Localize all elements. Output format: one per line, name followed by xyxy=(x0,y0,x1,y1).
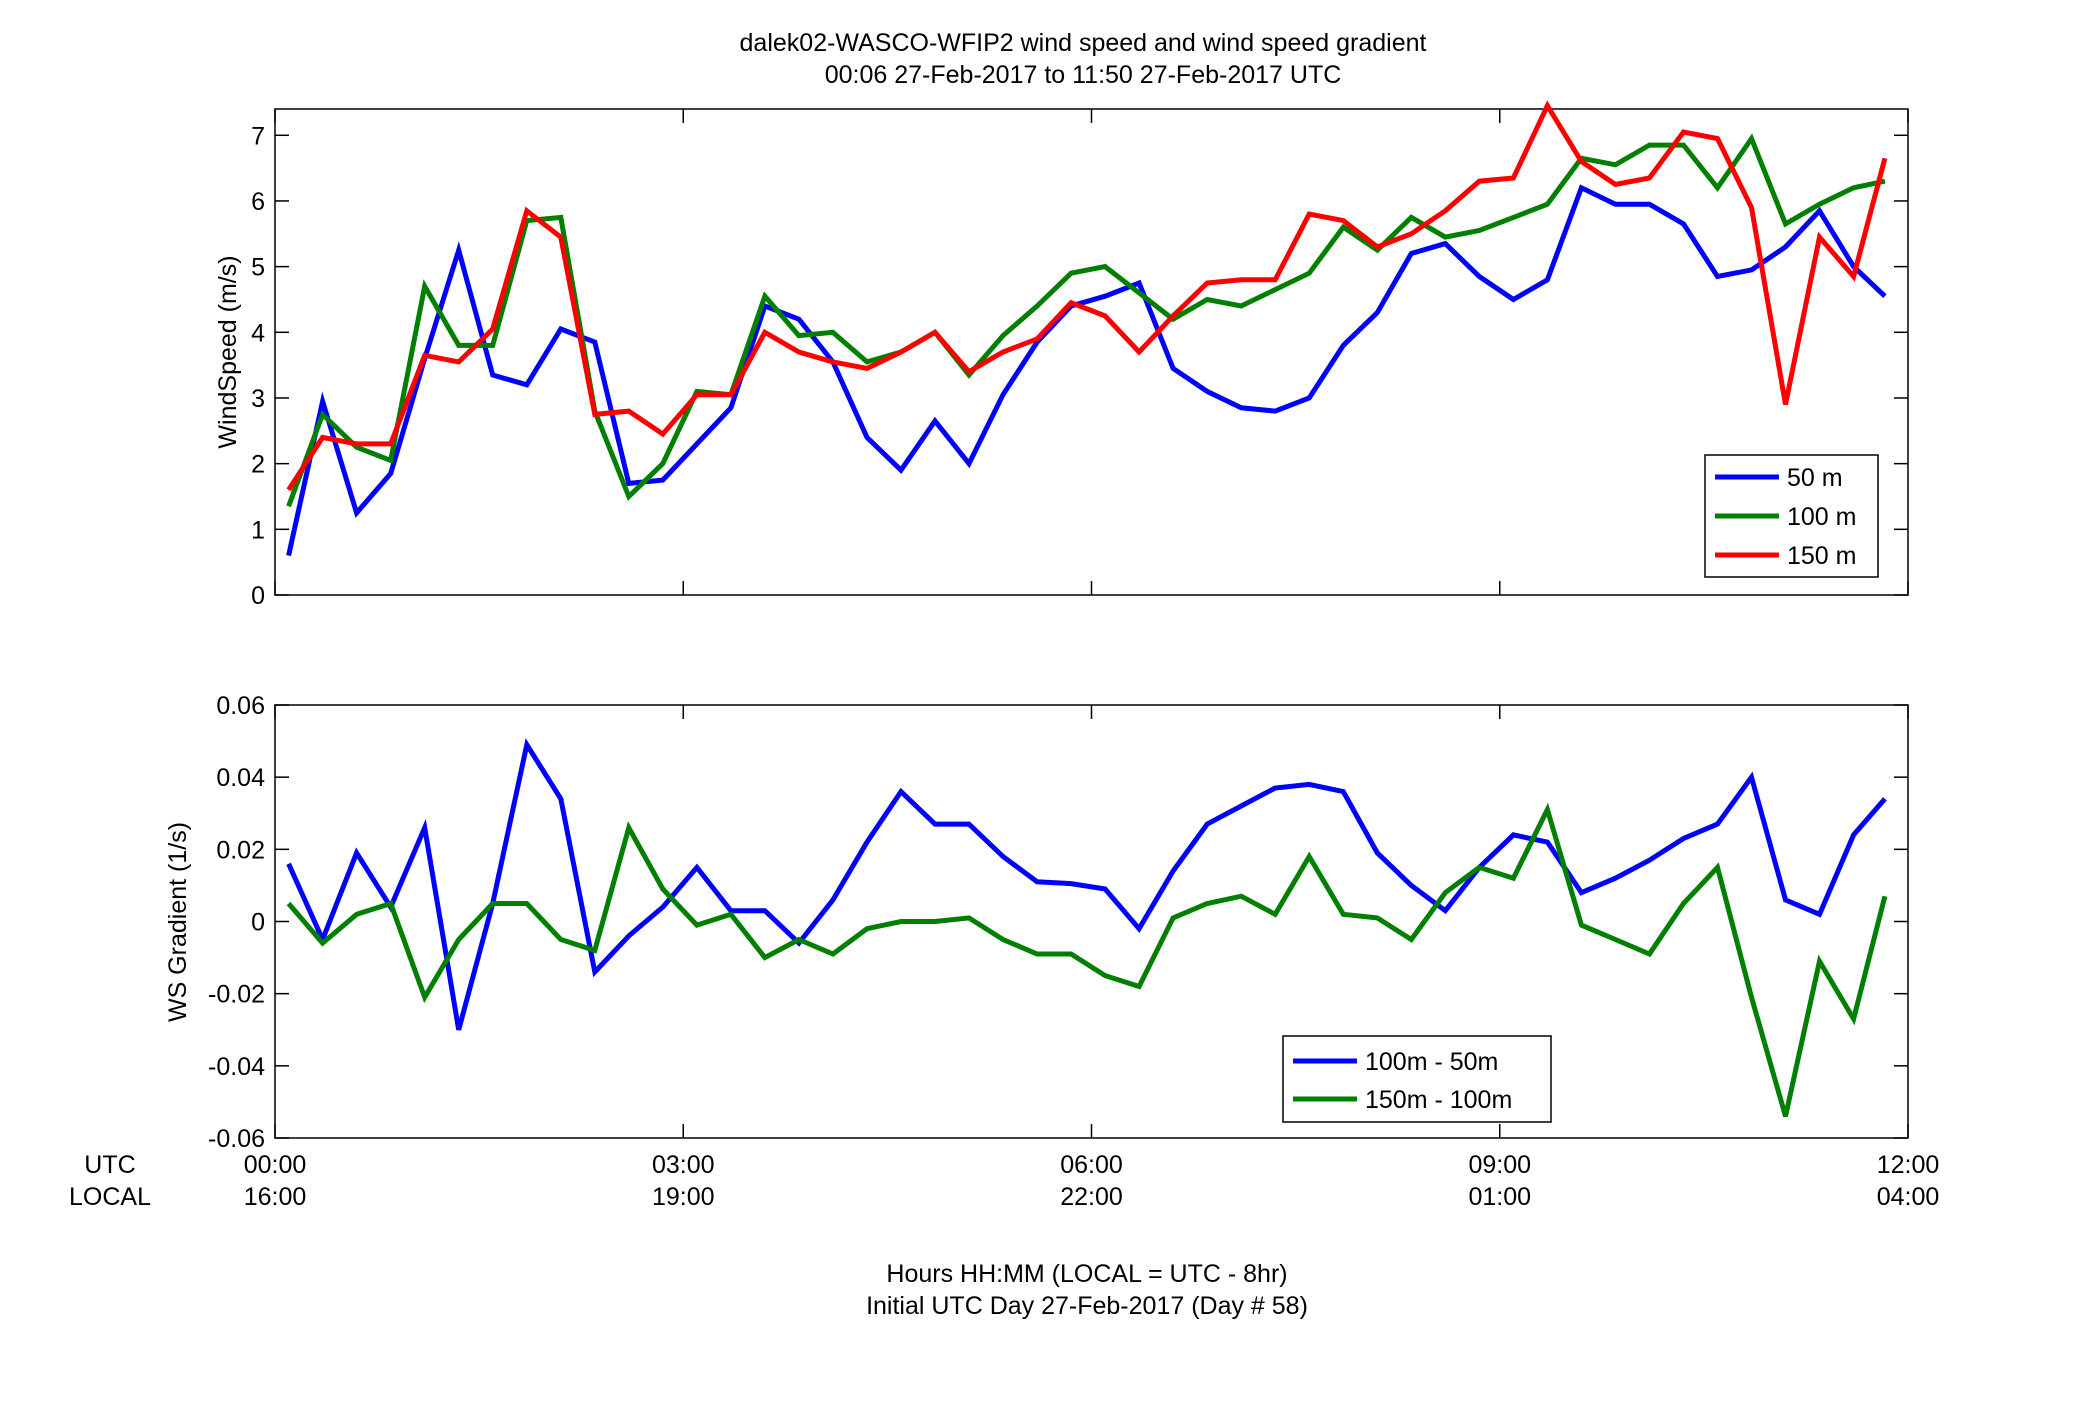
ws-gradient-legend: 100m - 50m 150m - 100m xyxy=(1282,1035,1552,1123)
ws-ytick-label: 3 xyxy=(251,385,265,413)
x-tick-label-local: 19:00 xyxy=(652,1183,715,1211)
ws-series-line-150-m xyxy=(286,100,1888,492)
x-tick-labels: 00:00 16:00 03:00 19:00 06:00 22:00 09:00 01:00… xyxy=(244,1151,1940,1211)
ws-ytick-label: 7 xyxy=(251,122,265,150)
xlabel-line1: Hours HH:MM (LOCAL = UTC - 8hr) xyxy=(886,1260,1287,1288)
wind-speed-series xyxy=(286,100,1888,557)
legend-label-150m: 150 m xyxy=(1787,542,1856,570)
grad-ytick-label: 0.06 xyxy=(216,692,265,720)
ws-gradient-ticks: -0.06 -0.04 -0.02 0 0.02 0.04 0.06 xyxy=(208,692,1909,1153)
ws-ytick-label: 1 xyxy=(251,516,265,544)
grad-series-line-100m-50m xyxy=(286,738,1887,1031)
wind-speed-legend: 50 m 100 m 150 m xyxy=(1704,454,1879,578)
utc-row-label: UTC xyxy=(84,1151,135,1179)
ws-gradient-legend-box xyxy=(1282,1035,1552,1123)
x-tick-label-local: 01:00 xyxy=(1468,1183,1531,1211)
grad-ytick-label: -0.04 xyxy=(208,1053,265,1081)
wind-speed-panel: 0 1 2 3 4 5 6 7 WindSpeed (m/s) 50 m 100 m 150 … xyxy=(214,100,1909,610)
ws-gradient-series xyxy=(286,738,1888,1117)
ws-series-line-50-m xyxy=(286,184,1887,557)
x-tick-label-local: 22:00 xyxy=(1060,1183,1123,1211)
ws-gradient-ylabel: WS Gradient (1/s) xyxy=(164,822,192,1022)
grad-ytick-label: -0.02 xyxy=(208,981,265,1009)
xlabel-line2: Initial UTC Day 27-Feb-2017 (Day # 58) xyxy=(866,1292,1308,1320)
ws-gradient-panel: -0.06 -0.04 -0.02 0 0.02 0.04 0.06 WS Gradient… xyxy=(164,692,1909,1153)
figure-title-line1: dalek02-WASCO-WFIP2 wind speed and wind … xyxy=(740,29,1427,57)
x-tick-label-utc: 06:00 xyxy=(1060,1151,1123,1179)
legend-label-50m: 50 m xyxy=(1787,464,1843,492)
wind-speed-plot-area xyxy=(274,108,1909,596)
x-tick-label-local: 04:00 xyxy=(1877,1183,1940,1211)
ws-ytick-label: 0 xyxy=(251,582,265,610)
x-tick-label-utc: 00:00 xyxy=(244,1151,307,1179)
legend-label-100m-50m: 100m - 50m xyxy=(1365,1048,1498,1076)
ws-ytick-label: 2 xyxy=(251,451,265,479)
grad-ytick-label: 0 xyxy=(251,909,265,937)
grad-ytick-label: 0.04 xyxy=(216,764,265,792)
legend-label-100m: 100 m xyxy=(1787,503,1856,531)
legend-label-150m-100m: 150m - 100m xyxy=(1365,1086,1512,1114)
grad-series-line-150m-100m xyxy=(286,802,1888,1117)
wind-speed-ylabel: WindSpeed (m/s) xyxy=(214,255,242,448)
x-tick-label-utc: 12:00 xyxy=(1877,1151,1940,1179)
ws-ytick-label: 4 xyxy=(251,319,265,347)
x-tick-label-utc: 09:00 xyxy=(1468,1151,1531,1179)
grad-ytick-label: -0.06 xyxy=(208,1125,265,1153)
ws-ytick-label: 6 xyxy=(251,188,265,216)
ws-ytick-label: 5 xyxy=(251,254,265,282)
x-tick-label-utc: 03:00 xyxy=(652,1151,715,1179)
grad-ytick-label: 0.02 xyxy=(216,836,265,864)
wind-speed-ticks: 0 1 2 3 4 5 6 7 xyxy=(251,109,1909,610)
ws-series-line-100-m xyxy=(286,133,1886,508)
local-row-label: LOCAL xyxy=(69,1183,151,1211)
x-tick-label-local: 16:00 xyxy=(244,1183,307,1211)
figure-title-line2: 00:06 27-Feb-2017 to 11:50 27-Feb-2017 U… xyxy=(825,61,1342,89)
